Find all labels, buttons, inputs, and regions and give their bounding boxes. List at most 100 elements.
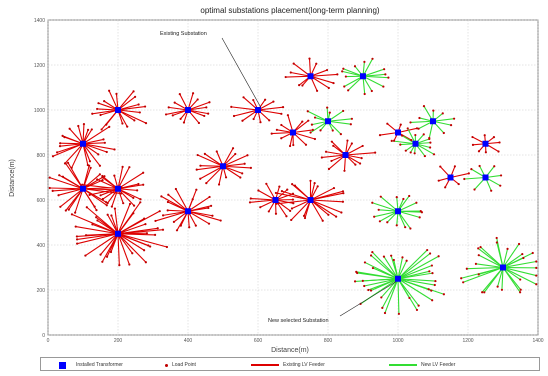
load-point [217,183,221,186]
feeder-line [117,91,134,111]
transformer-marker [185,208,191,215]
load-point [142,183,145,186]
load-point [325,68,329,72]
load-point [101,179,104,182]
transformer-marker [360,73,366,80]
load-point [377,208,380,211]
load-point [315,89,319,92]
load-point [429,146,432,149]
transformer-marker [412,140,419,147]
feeder-line [197,154,224,167]
annotation-arrow [339,281,397,317]
feeder-line [222,165,251,169]
load-point [55,151,59,154]
load-point [179,224,182,227]
load-point [286,114,290,117]
feeder-line [502,260,537,269]
load-point [343,85,346,88]
feeder-line [397,257,404,279]
feeder-line [117,201,141,235]
load-point [414,133,417,137]
feeder-line [327,120,351,125]
load-point [361,279,364,282]
load-point [199,164,202,167]
load-point [248,201,252,204]
load-point [161,214,165,217]
feeder-line [62,176,84,190]
legend-label: Load Point [172,362,196,368]
load-point [382,85,385,88]
load-point [413,152,416,155]
load-point [289,209,292,212]
load-point [179,117,182,120]
annotations: Existing Substation New selected Substati… [160,31,397,324]
load-point [319,129,322,132]
load-point [252,117,255,121]
y-tick-label: 1400 [34,18,45,24]
load-point [215,150,218,153]
x-tick-label: 800 [324,338,333,344]
load-point [409,151,412,154]
load-point [143,217,146,220]
load-point [395,196,398,199]
load-point [399,123,402,126]
load-point [346,139,349,142]
load-point [110,205,113,208]
load-point [103,100,106,103]
load-point [433,283,436,287]
feeder-line [65,163,84,190]
feeder-line [502,267,521,293]
load-point [402,197,405,201]
feeder-line [100,233,119,255]
load-point [281,106,285,109]
load-point [493,165,496,168]
load-point [498,141,501,144]
feeder-line [466,266,504,270]
load-point [519,291,522,294]
feeder-line [397,278,436,282]
feeder-line [381,278,399,309]
load-point [174,187,177,191]
load-point [434,279,437,283]
feeder-line [345,152,376,156]
load-point [390,139,393,142]
feeder-line [310,190,344,201]
load-point [315,62,318,65]
load-point [313,181,316,185]
load-point [307,119,310,122]
legend-item-load-point: Load Point [165,361,196,369]
transformer-marker [80,140,86,147]
load-point [98,173,101,176]
load-point [145,232,149,235]
load-point [327,213,330,216]
load-point [132,212,135,215]
feeder-line [108,90,119,111]
load-point [470,168,473,171]
load-point [462,281,465,284]
load-point [535,274,538,277]
feeder-line [71,143,84,169]
feeder-line [59,143,84,147]
load-point [332,81,335,85]
feeder-line [310,75,334,84]
load-point [370,89,373,93]
feeder-line [391,140,416,145]
feeder-line [76,233,119,240]
feeder-line [187,205,212,212]
feeder-line [117,223,146,235]
legend-label: New LV Feeder [421,362,456,368]
load-point [371,201,374,204]
feeder-line [110,215,119,234]
load-point [499,184,502,187]
load-points [48,57,538,315]
load-point [428,270,431,273]
load-point [257,189,260,192]
feeder-line [58,188,84,196]
feeder-line [390,255,399,279]
load-point [363,92,366,96]
load-point [195,188,198,191]
legend-item-new-feeder: New LV Feeder [389,361,455,369]
load-point [531,251,534,255]
feeder-line [397,278,420,306]
load-point [82,123,86,126]
